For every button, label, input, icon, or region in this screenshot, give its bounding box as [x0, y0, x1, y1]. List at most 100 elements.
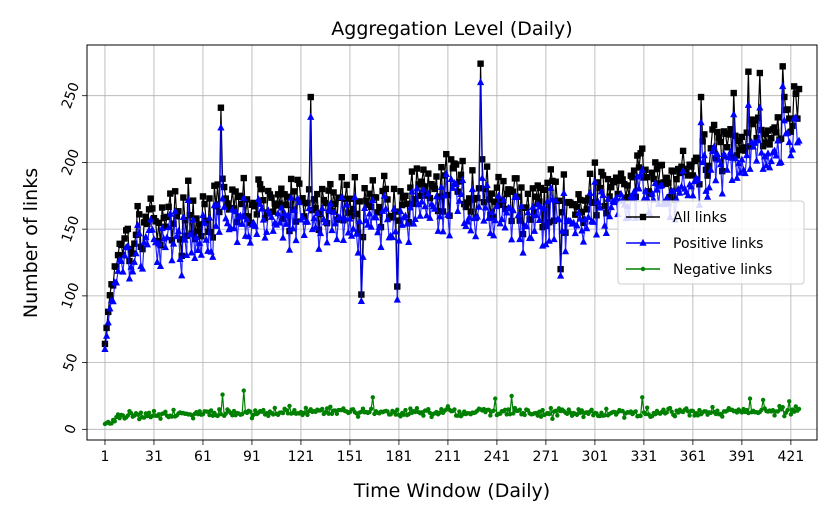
data-point [152, 218, 159, 225]
data-point [492, 198, 499, 205]
data-point [179, 213, 187, 221]
data-point [507, 411, 513, 417]
data-point [266, 413, 271, 419]
data-point [601, 202, 608, 210]
data-point [368, 406, 374, 412]
data-point [527, 234, 535, 242]
data-point [240, 193, 248, 201]
data-point [676, 188, 684, 196]
data-point [787, 151, 795, 159]
data-point [212, 221, 220, 229]
data-point [193, 215, 200, 222]
data-point [201, 200, 208, 208]
data-point [291, 188, 298, 195]
data-point [491, 408, 496, 413]
data-point [702, 166, 710, 174]
data-point [395, 236, 403, 244]
data-point [207, 247, 215, 255]
data-point [367, 222, 375, 230]
data-point [710, 404, 715, 410]
data-point [150, 413, 155, 419]
data-point [739, 410, 745, 415]
data-point [694, 175, 702, 183]
data-point [151, 408, 157, 414]
data-point [465, 213, 473, 221]
data-point [419, 185, 428, 193]
data-point [594, 179, 602, 186]
data-point [294, 176, 301, 184]
data-point [305, 204, 313, 212]
data-point [596, 184, 603, 192]
data-point [725, 152, 733, 160]
data-point [447, 174, 455, 182]
data-point [781, 93, 788, 101]
data-point [604, 194, 612, 202]
data-point [317, 210, 324, 218]
data-point [665, 179, 672, 187]
data-point [590, 199, 597, 206]
data-point [658, 181, 666, 189]
data-point [786, 115, 793, 122]
data-point [398, 414, 403, 419]
data-point [280, 410, 286, 416]
x-axis-ticks: 1 31 61 91 121 151 181 211 241 271 301 331 361 391 421 [101, 440, 804, 465]
data-point [143, 240, 152, 248]
data-point [684, 191, 692, 199]
data-point [318, 185, 326, 193]
data-point [207, 229, 215, 236]
data-point [274, 191, 282, 198]
data-point [712, 155, 719, 162]
data-point [785, 138, 793, 146]
data-point [468, 185, 477, 193]
data-point [146, 410, 152, 416]
data-point [191, 253, 199, 261]
data-point [279, 215, 287, 222]
data-point [303, 217, 312, 225]
data-point [462, 203, 470, 211]
data-point [534, 182, 541, 189]
data-point [502, 407, 508, 412]
data-point [594, 197, 602, 205]
data-point [134, 202, 141, 210]
data-point [750, 120, 757, 128]
data-point [323, 238, 331, 246]
data-point [407, 184, 414, 191]
data-point [633, 172, 641, 180]
data-point [238, 219, 246, 227]
data-point [470, 196, 478, 203]
data-point [421, 202, 429, 210]
data-point [629, 173, 636, 181]
data-point [169, 414, 175, 419]
data-point [341, 214, 349, 222]
data-point [528, 216, 535, 223]
series-layer [101, 60, 803, 427]
data-point [129, 250, 136, 257]
data-point [223, 219, 232, 227]
data-point [229, 186, 236, 193]
data-point [197, 250, 205, 258]
data-point [723, 144, 731, 151]
data-point [534, 199, 542, 207]
data-point [663, 193, 671, 201]
data-point [664, 410, 669, 415]
series-line [104, 82, 800, 350]
data-point [412, 196, 419, 203]
data-point [232, 188, 239, 195]
data-point [375, 222, 383, 230]
data-point [241, 388, 246, 393]
data-point [761, 130, 768, 138]
data-point [601, 221, 609, 229]
data-point [573, 203, 581, 211]
data-point [139, 245, 146, 253]
data-point [215, 227, 223, 235]
data-point [445, 231, 454, 239]
x-axis-label: Time Window (Daily) [353, 480, 550, 502]
data-point [789, 122, 796, 130]
data-point [552, 178, 559, 185]
data-point [223, 411, 229, 416]
data-point [124, 225, 132, 233]
data-point [719, 167, 726, 175]
data-point [313, 209, 321, 217]
data-point [298, 212, 307, 220]
data-point [209, 234, 216, 241]
